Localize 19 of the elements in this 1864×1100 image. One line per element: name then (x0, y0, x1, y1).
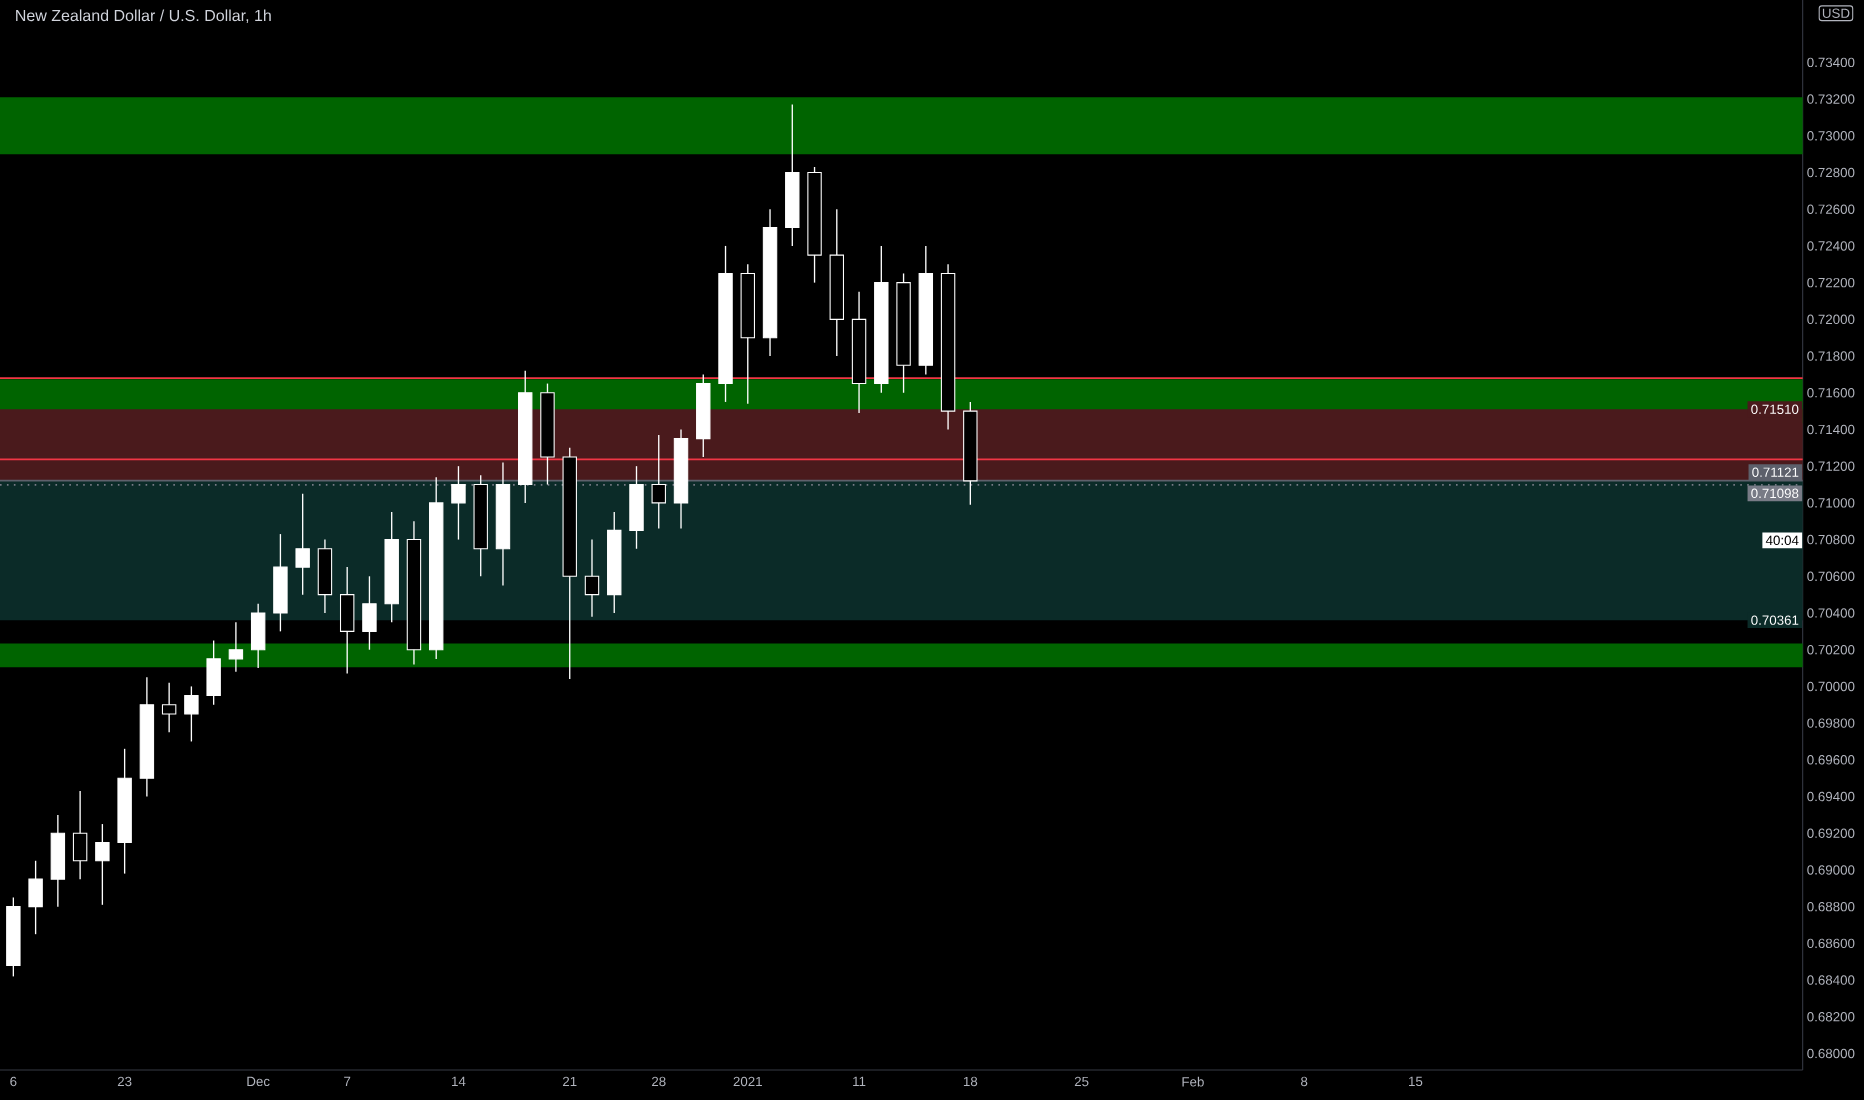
candlestick (28, 860, 43, 935)
candlestick (161, 682, 177, 733)
candlestick (228, 621, 244, 673)
text: New Zealand Dollar / U.S. Dollar, 1h (16, 9, 271, 24)
candlestick (629, 465, 644, 550)
candlestick (206, 639, 221, 706)
candlestick (95, 823, 110, 906)
candlestick (184, 685, 199, 743)
candlestick (362, 575, 377, 651)
candlestick (651, 434, 666, 530)
candlestick (295, 493, 310, 596)
candlestick (339, 566, 355, 675)
candlestick (317, 538, 333, 614)
candlestick (50, 814, 66, 908)
candlestick (451, 465, 466, 541)
candlestick (250, 603, 266, 669)
candlestick (273, 533, 288, 633)
candlestick (72, 790, 88, 880)
candlestick (584, 538, 600, 618)
